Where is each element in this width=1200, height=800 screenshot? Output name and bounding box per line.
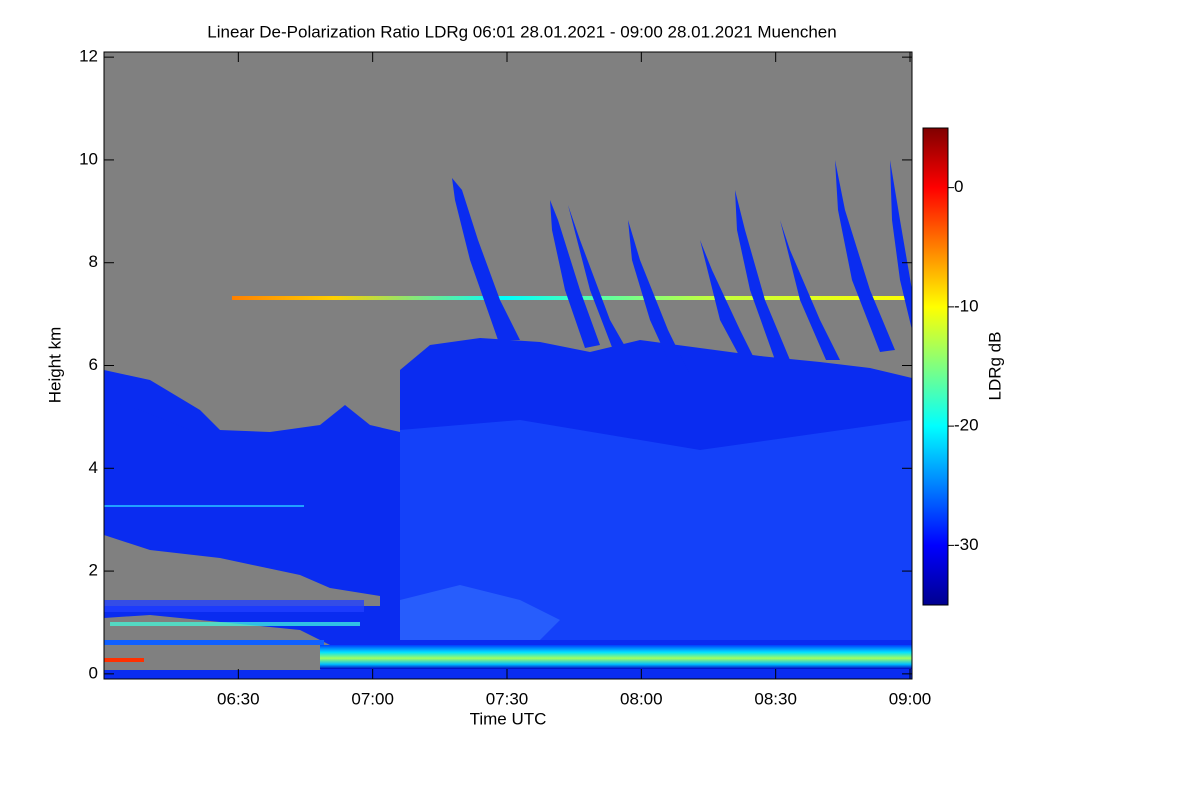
y-tick-label: 6 xyxy=(89,355,98,374)
lidar-field xyxy=(104,52,912,679)
y-tick-label: 12 xyxy=(79,47,98,66)
y-tick-label: 2 xyxy=(89,561,98,580)
x-tick-label: 08:00 xyxy=(620,689,663,708)
colorbar-tick-label: -30 xyxy=(954,535,979,554)
y-tick-label: 4 xyxy=(89,458,98,477)
y-tick-label: 8 xyxy=(89,252,98,271)
colorbar xyxy=(922,127,949,606)
colorbar-tick-label: 0 xyxy=(954,177,963,196)
x-tick-label: 06:30 xyxy=(217,689,260,708)
x-tick-label: 07:30 xyxy=(486,689,529,708)
chart-title: Linear De-Polarization Ratio LDRg 06:01 … xyxy=(207,22,836,41)
x-tick-label: 09:00 xyxy=(889,689,932,708)
x-tick-label: 08:30 xyxy=(754,689,797,708)
x-tick-label: 07:00 xyxy=(351,689,394,708)
y-tick-label: 0 xyxy=(89,663,98,682)
y-axis-label: Height km xyxy=(45,327,64,404)
y-tick-label: 10 xyxy=(79,149,98,168)
colorbar-tick-label: -20 xyxy=(954,416,979,435)
colorbar-tick-label: -10 xyxy=(954,296,979,315)
x-axis-label: Time UTC xyxy=(470,709,547,728)
colorbar-label: LDRg dB xyxy=(985,332,1004,401)
